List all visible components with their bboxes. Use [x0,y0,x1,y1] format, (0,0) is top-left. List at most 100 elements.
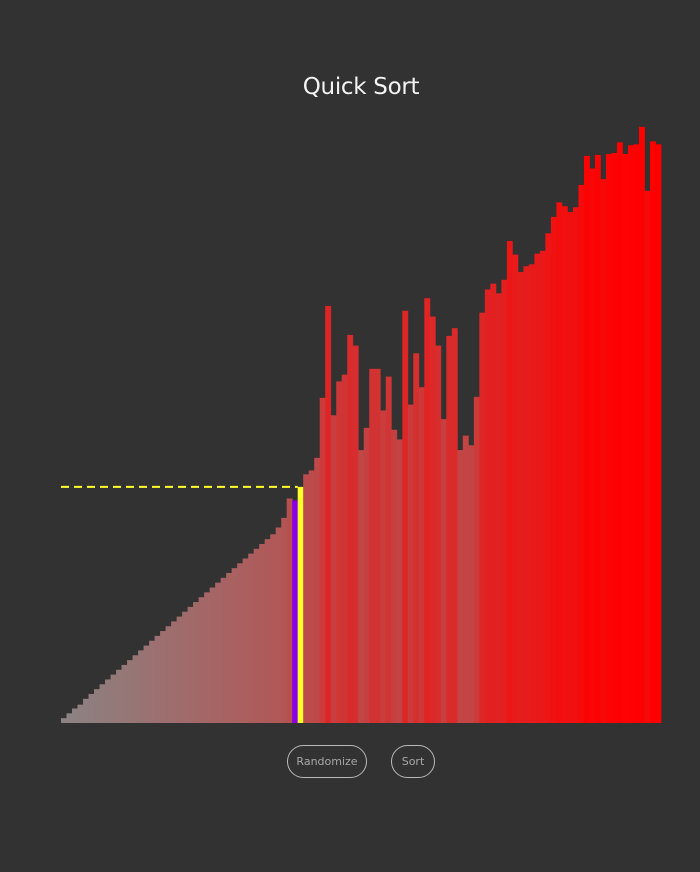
bar [198,597,205,723]
bar [165,626,172,723]
bar [330,415,337,723]
bar [429,316,436,723]
bar [154,635,161,723]
bar [517,272,524,723]
bar [231,568,238,723]
pointer-bar [292,500,299,723]
bar [149,640,155,723]
bar [539,250,546,724]
bar [270,534,277,723]
bar [363,427,370,723]
bar [314,457,321,723]
bar [66,713,73,723]
randomize-button[interactable]: Randomize [287,745,367,778]
bar [182,611,188,723]
bar [116,669,122,723]
bar [550,216,557,723]
bar [143,645,150,723]
bar [446,335,453,723]
bar [534,253,541,723]
bar [303,474,310,723]
bar [72,708,78,723]
bar [369,368,376,723]
bar [242,558,249,723]
bars-svg [61,126,662,724]
bar [61,718,67,723]
bar [209,587,216,723]
bar [556,202,563,724]
bar [358,450,365,723]
bar [110,674,117,723]
bars-chart [61,126,662,724]
bar [385,376,392,723]
bar [226,573,233,723]
bar [319,397,326,723]
bar [264,539,271,723]
bar [341,374,348,723]
bar [435,345,442,723]
bar [402,310,409,723]
bar [380,410,387,723]
bar [473,396,480,723]
bar [484,289,491,723]
bar [495,293,502,723]
bar [600,179,607,723]
bar [424,298,431,723]
bar [83,698,89,723]
bar [391,429,398,723]
bar [237,563,244,723]
bar [308,470,315,723]
bar [545,233,552,723]
bar [215,582,222,723]
bar [374,368,381,723]
bar [336,381,343,723]
bar [479,312,486,723]
bar [407,404,414,723]
bar [589,168,596,724]
bar [248,553,255,723]
bar [512,254,519,724]
bar [132,655,139,723]
bar [644,190,651,724]
bar [490,283,497,723]
bar [204,592,211,723]
bar [501,279,508,723]
bar [616,142,623,724]
bar [352,345,359,723]
bar [655,144,662,724]
bar [396,439,403,723]
bar [583,155,590,723]
bar [638,126,645,724]
bar [523,266,530,723]
bar [347,334,354,723]
bar [528,264,535,723]
bar [605,153,612,724]
bar [578,184,585,723]
pivot-bar [297,486,304,723]
bar [94,689,100,723]
bar [138,650,144,723]
sort-button[interactable]: Sort [391,745,435,778]
bar [88,693,95,723]
bar [99,684,106,723]
bar [127,660,133,723]
bar [633,144,640,724]
bar [105,679,111,723]
bar [176,616,183,723]
bar [462,435,469,723]
bar [611,153,618,723]
bar [259,543,266,723]
controls: Randomize Sort [0,745,700,778]
bar [561,206,568,724]
bar [77,704,84,723]
bar [193,602,200,723]
bar [121,664,128,723]
bar [325,305,332,723]
bar [649,141,656,723]
bar [572,207,579,723]
bar [418,387,425,723]
bar [281,517,288,723]
bar [627,145,634,723]
bar [187,606,194,723]
